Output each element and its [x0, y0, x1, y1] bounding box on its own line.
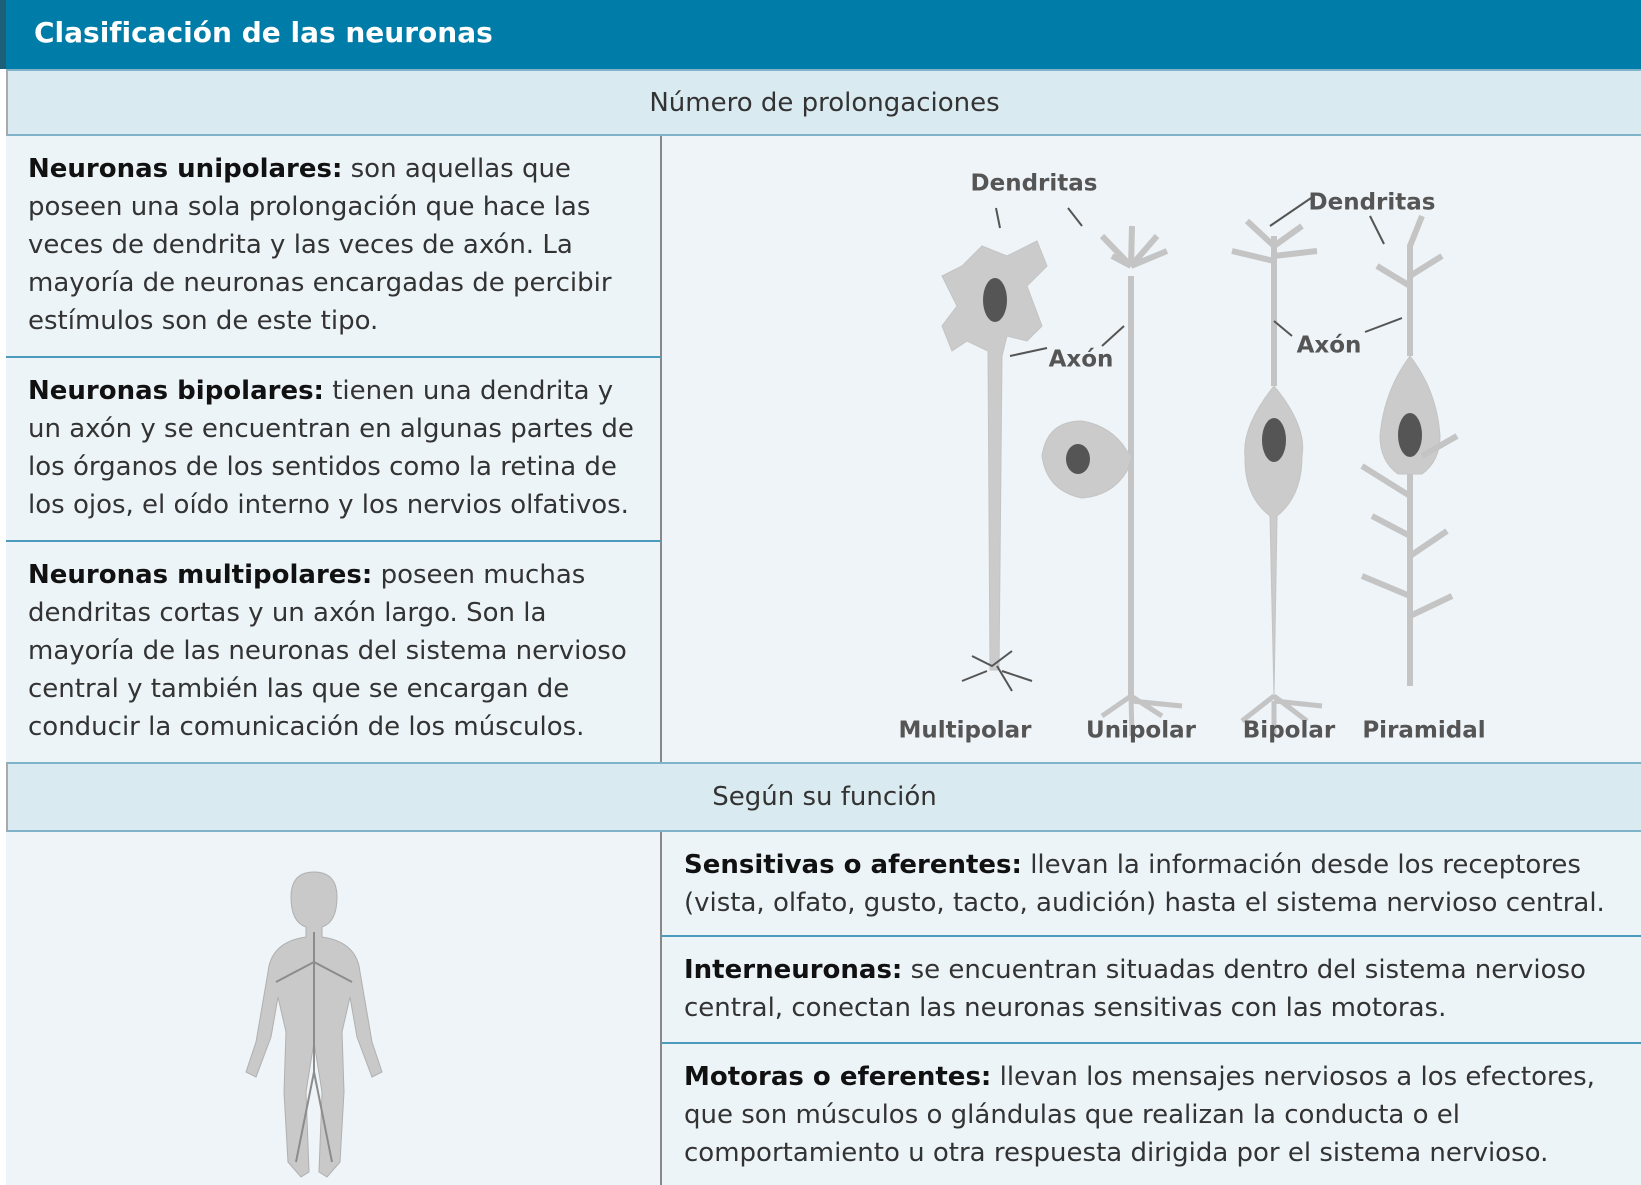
item: Interneuronas: se encuentran situadas de… [662, 937, 1641, 1044]
term: Neuronas multipolares: [28, 560, 373, 590]
term: Motoras o eferentes: [684, 1062, 992, 1092]
section-heading: Según su función [6, 762, 1641, 832]
diagram-label: Dendritas [971, 171, 1098, 197]
type-label: Multipolar [898, 718, 1032, 744]
term: Sensitivas o aferentes: [684, 850, 1022, 880]
description: se encuentran situadas dentro del sistem… [684, 955, 1586, 1023]
neuron-diagram: Dendritas Dendritas Axón Axón Multipolar… [662, 136, 1641, 762]
section-heading: Número de prolongaciones [6, 69, 1641, 136]
body-figure [6, 832, 662, 1185]
diagram-label: Axón [1049, 347, 1114, 373]
description: llevan la información desde los receptor… [684, 850, 1605, 918]
header: Clasificación de las neuronas [0, 0, 1641, 69]
description: son aquellas que poseen una sola prolong… [28, 154, 612, 336]
type-label: Unipolar [1086, 718, 1197, 744]
item: Motoras o eferentes: llevan los mensajes… [662, 1044, 1641, 1185]
item: Neuronas bipolares: tienen una dendrita … [6, 358, 662, 542]
diagram-label: Axón [1297, 333, 1362, 359]
term: Neuronas unipolares: [28, 154, 343, 184]
item: Neuronas multipolares: poseen muchas den… [6, 542, 662, 762]
term: Interneuronas: [684, 955, 903, 985]
item: Sensitivas o aferentes: llevan la inform… [662, 832, 1641, 937]
item: Neuronas unipolares: son aquellas que po… [6, 136, 662, 358]
description: tienen una dendrita y un axón y se encue… [28, 376, 634, 520]
description: poseen muchas dendritas cortas y un axón… [28, 560, 627, 742]
description: llevan los mensajes nerviosos a los efec… [684, 1062, 1595, 1168]
type-label: Bipolar [1243, 718, 1336, 744]
term: Neuronas bipolares: [28, 376, 324, 406]
diagram-label: Dendritas [1309, 190, 1436, 216]
type-label: Piramidal [1362, 718, 1485, 744]
